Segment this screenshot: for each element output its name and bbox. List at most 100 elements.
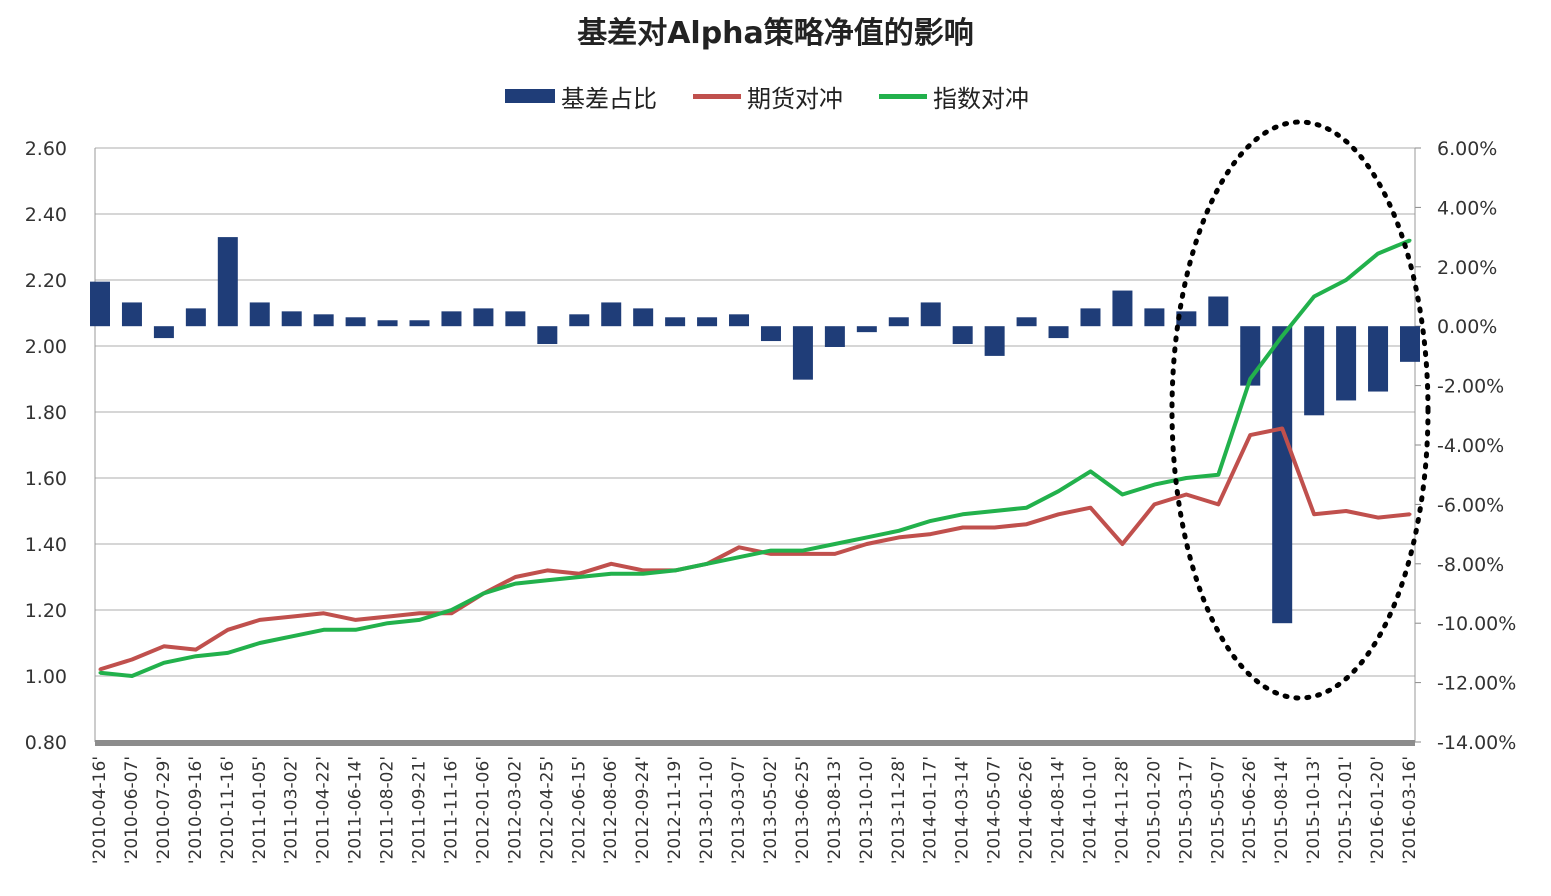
x-tick-label: '2013-06-25' — [793, 756, 813, 864]
y-right-tick-label: -6.00% — [1437, 494, 1504, 516]
index-hedge-line-point — [1152, 483, 1156, 487]
futures-hedge-line-point — [929, 532, 933, 536]
x-tick-label: '2014-05-07' — [985, 756, 1005, 864]
legend-label-basis: 基差占比 — [561, 84, 657, 113]
x-tick-label: '2015-05-07' — [1208, 756, 1228, 864]
x-tick-label: '2011-04-22' — [314, 756, 334, 864]
futures-hedge-line-point — [1376, 516, 1380, 520]
y-right-tick-label: -14.00% — [1437, 732, 1516, 754]
index-hedge-line-point — [449, 608, 453, 612]
futures-hedge-line-point — [769, 552, 773, 556]
basis-bar — [441, 311, 462, 327]
legend-label-futures: 期货对冲 — [747, 84, 843, 113]
x-tick-label: '2010-04-16' — [90, 756, 110, 864]
basis-bar — [1272, 326, 1293, 624]
index-hedge-line — [99, 238, 1411, 678]
x-tick-label: '2012-04-25' — [537, 756, 557, 864]
basis-bar — [824, 326, 845, 347]
basis-bar — [185, 308, 206, 327]
basis-bar — [1368, 326, 1389, 392]
x-tick-label: '2012-08-06' — [601, 756, 621, 864]
futures-hedge-line-point — [545, 568, 549, 572]
index-hedge-line-point — [545, 578, 549, 582]
x-tick-label: '2015-03-17' — [1176, 756, 1196, 864]
futures-hedge-line-point — [961, 526, 965, 529]
index-hedge-line-point — [833, 542, 837, 546]
futures-hedge-line-point — [226, 628, 230, 632]
y-left-tick-label: 2.40 — [25, 204, 67, 226]
y-left-tick-label: 0.80 — [25, 732, 67, 754]
x-tick-label: '2014-08-14' — [1049, 756, 1069, 864]
basis-bar — [1304, 326, 1325, 416]
x-tick-label: '2015-01-20' — [1144, 756, 1164, 864]
futures-hedge-line-point — [1152, 502, 1156, 506]
futures-hedge-line-point — [513, 575, 517, 579]
futures-hedge-line-point — [577, 572, 581, 576]
index-hedge-line-point — [386, 621, 390, 625]
basis-bar — [888, 317, 909, 327]
index-hedge-line-point — [1280, 334, 1284, 338]
basis-bar — [1080, 308, 1101, 327]
x-tick-label: '2012-03-02' — [505, 756, 525, 864]
x-tick-label: '2012-01-06' — [473, 756, 493, 864]
futures-hedge-line-point — [290, 615, 294, 619]
futures-hedge-line-point — [865, 542, 869, 546]
x-tick-label: '2011-09-21' — [410, 756, 430, 864]
x-tick-label: '2014-10-10' — [1080, 756, 1100, 864]
basis-bar — [121, 302, 142, 327]
basis-bar — [665, 317, 686, 327]
x-tick-label: '2015-08-14' — [1272, 756, 1292, 864]
index-hedge-line-point — [98, 671, 102, 675]
basis-bar — [856, 326, 877, 333]
basis-bar — [90, 281, 110, 327]
basis-bar — [409, 320, 430, 327]
futures-hedge-line-point — [130, 658, 134, 661]
index-hedge-line-point — [577, 575, 581, 579]
futures-hedge-line-point — [1408, 512, 1412, 516]
index-hedge-line-point — [1248, 377, 1252, 381]
basis-bar — [952, 326, 973, 345]
index-hedge-line-point — [737, 555, 741, 559]
futures-hedge-line-point — [1344, 509, 1348, 513]
basis-bar — [473, 308, 494, 327]
index-hedge-line-point — [1120, 493, 1124, 496]
x-tick-label: '2011-11-16' — [441, 756, 461, 864]
index-hedge-line-point — [354, 628, 358, 632]
basis-bar — [1400, 326, 1420, 362]
x-tick-label: '2011-06-14' — [346, 756, 366, 864]
index-hedge-line-point — [1088, 469, 1092, 473]
futures-hedge-line-point — [1280, 427, 1284, 430]
basis-bar — [760, 326, 781, 342]
basis-bar — [537, 326, 558, 345]
basis-bar — [1112, 290, 1133, 327]
futures-hedge-line-point — [609, 562, 613, 566]
basis-bar — [920, 302, 941, 327]
y-left-tick-label: 2.60 — [25, 138, 67, 160]
x-axis-band — [95, 740, 1415, 746]
x-tick-label: '2012-06-15' — [569, 756, 589, 864]
futures-hedge-line-point — [1248, 433, 1252, 437]
x-tick-label: '2013-08-13' — [825, 756, 845, 864]
basis-bar — [984, 326, 1005, 356]
index-hedge-line-point — [194, 654, 198, 658]
x-tick-label: '2013-10-10' — [857, 756, 877, 864]
x-tick-label: '2015-06-26' — [1240, 756, 1260, 864]
futures-hedge-line-point — [1120, 542, 1124, 546]
legend-item-index: 指数对冲 — [879, 79, 1029, 114]
y-left-tick-label: 2.20 — [25, 270, 67, 292]
x-tick-label: '2013-03-07' — [729, 756, 749, 864]
basis-bar — [153, 326, 174, 339]
futures-hedge-line-point — [1216, 502, 1220, 506]
y-right-tick-label: -2.00% — [1437, 376, 1504, 398]
y-left-tick-label: 1.80 — [25, 402, 67, 424]
y-right-tick-label: 2.00% — [1437, 257, 1497, 279]
legend-swatch-index — [879, 93, 927, 99]
index-hedge-line-point — [641, 572, 645, 576]
futures-hedge-line-point — [993, 526, 997, 529]
basis-bar — [1208, 296, 1229, 327]
x-tick-label: '2014-03-14' — [953, 756, 973, 864]
basis-bar — [729, 314, 750, 327]
y-left-tick-label: 1.20 — [25, 600, 67, 622]
index-hedge-line-point — [705, 562, 709, 566]
x-tick-label: '2010-09-16' — [186, 756, 206, 864]
